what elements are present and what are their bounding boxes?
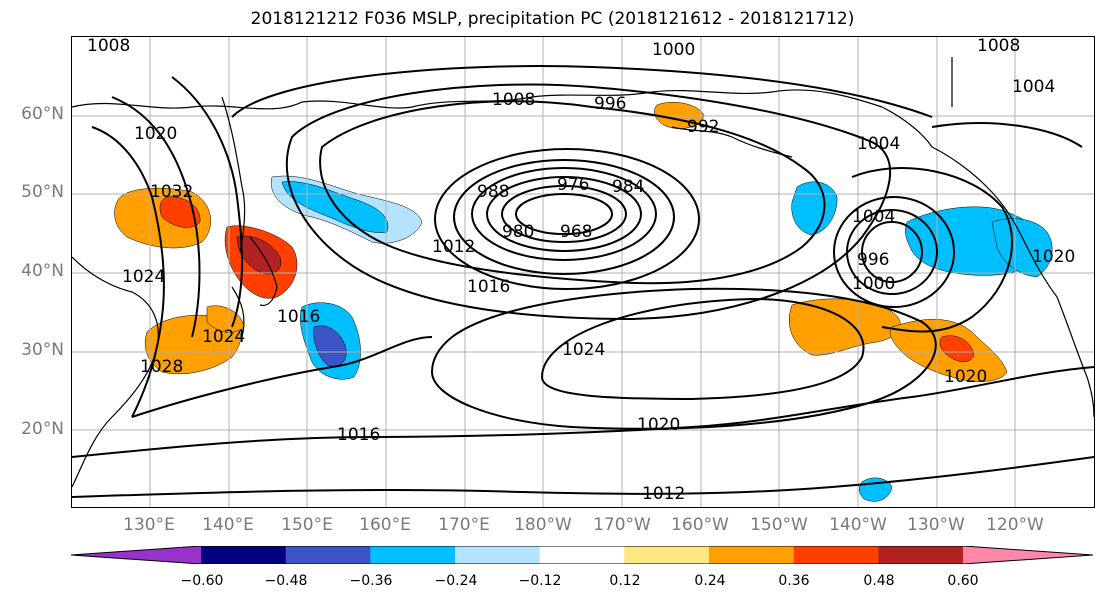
- colorbar-tick: −0.48: [264, 573, 308, 589]
- isobar-label: 1020: [1032, 247, 1075, 267]
- isobar-labels: 1000 1008 996 992 1004 1008 1004 1008 10…: [87, 37, 1075, 504]
- colorbar-tick: −0.36: [349, 573, 393, 589]
- lat-label-30n: 30°N: [21, 340, 64, 360]
- colorbar-tick: 0.36: [778, 573, 810, 589]
- isobar-label: 1028: [140, 357, 183, 377]
- isobar-label: 1008: [977, 37, 1020, 56]
- isobar-label: 1012: [642, 484, 685, 504]
- precip-region-nw-pacific-core: [313, 325, 347, 367]
- isobar-label: 1020: [637, 415, 680, 435]
- coastlines: [72, 57, 1094, 488]
- map-title: 2018121212 F036 MSLP, precipitation PC (…: [250, 9, 855, 29]
- isobar-label: 1024: [122, 267, 165, 287]
- colorbar: [71, 546, 1093, 564]
- lon-label-180w: 180°W: [514, 515, 572, 535]
- colorbar-bin: [624, 546, 710, 564]
- isobar-label: 1012: [432, 237, 475, 257]
- colorbar-tick: 0.48: [863, 573, 895, 589]
- isobar-label: 976: [557, 175, 589, 195]
- isobar-label: 1008: [492, 90, 535, 110]
- precip-region-subtropical-core: [939, 335, 975, 362]
- precip-region-pnw-east: [991, 218, 1053, 278]
- lon-label-140w: 140°W: [829, 515, 887, 535]
- lon-label-130e: 130°E: [123, 515, 175, 535]
- isobar-label: 996: [857, 250, 889, 270]
- colorbar-bin: [71, 546, 201, 564]
- lon-label-150w: 150°W: [750, 515, 808, 535]
- map-svg: 1000 1008 996 992 1004 1008 1004 1008 10…: [72, 37, 1094, 507]
- colorbar-tick: 0.60: [947, 573, 979, 589]
- lon-label-160w: 160°W: [671, 515, 729, 535]
- lat-label-20n: 20°N: [21, 419, 64, 439]
- colorbar-bin: [455, 546, 541, 564]
- colorbar-bin: [793, 546, 879, 564]
- lon-label-140e: 140°E: [202, 515, 254, 535]
- lat-label-40n: 40°N: [21, 261, 64, 281]
- isobar-label: 1024: [562, 340, 605, 360]
- colorbar-tick: −0.24: [434, 573, 478, 589]
- isobar-label: 988: [477, 182, 509, 202]
- isobar-label: 1016: [277, 307, 320, 327]
- isobars: [72, 65, 1094, 498]
- lon-label-160e: 160°E: [359, 515, 411, 535]
- lon-label-130w: 130°W: [907, 515, 965, 535]
- precip-region-japan-core: [236, 235, 282, 275]
- colorbar-bin: [285, 546, 371, 564]
- precip-region-gulf-alaska: [791, 181, 838, 236]
- isobar-label: 992: [687, 117, 719, 137]
- isobar-label: 1000: [652, 40, 695, 60]
- isobar-label: 1020: [134, 124, 177, 144]
- isobar-label: 1008: [87, 37, 130, 56]
- colorbar-tick: −0.12: [518, 573, 562, 589]
- isobar-label: 1020: [944, 367, 987, 387]
- isobar-label: 1016: [467, 277, 510, 297]
- colorbar-bin: [709, 546, 795, 564]
- isobar-label: 1004: [852, 207, 895, 227]
- graticule: [72, 37, 1094, 507]
- isobar-label: 1004: [857, 134, 900, 154]
- colorbar-bins: [71, 546, 1093, 564]
- colorbar-bin: [963, 546, 1093, 564]
- isobar-label: 1032: [150, 182, 193, 202]
- lon-label-150e: 150°E: [281, 515, 333, 535]
- map-panel: 1000 1008 996 992 1004 1008 1004 1008 10…: [71, 36, 1095, 508]
- colorbar-bin: [878, 546, 964, 564]
- isobar-label: 1024: [202, 327, 245, 347]
- colorbar-tick: −0.60: [180, 573, 224, 589]
- isobar-label: 984: [612, 177, 644, 197]
- isobar-label: 968: [560, 222, 592, 242]
- isobar-label: 1004: [1012, 77, 1055, 97]
- colorbar-tick: 0.24: [694, 573, 726, 589]
- lat-label-60n: 60°N: [21, 104, 64, 124]
- lon-label-170w: 170°W: [593, 515, 651, 535]
- isobar-label: 1000: [852, 274, 895, 294]
- isobar-label: 996: [594, 94, 626, 114]
- colorbar-bin: [539, 546, 625, 564]
- colorbar-bin: [370, 546, 456, 564]
- lat-label-50n: 50°N: [21, 182, 64, 202]
- isobar-label: 980: [502, 222, 534, 242]
- colorbar-bin: [201, 546, 287, 564]
- isobar-label: 1016: [337, 425, 380, 445]
- colorbar-tick: 0.12: [609, 573, 641, 589]
- lon-label-120w: 120°W: [986, 515, 1044, 535]
- lon-label-170e: 170°E: [438, 515, 490, 535]
